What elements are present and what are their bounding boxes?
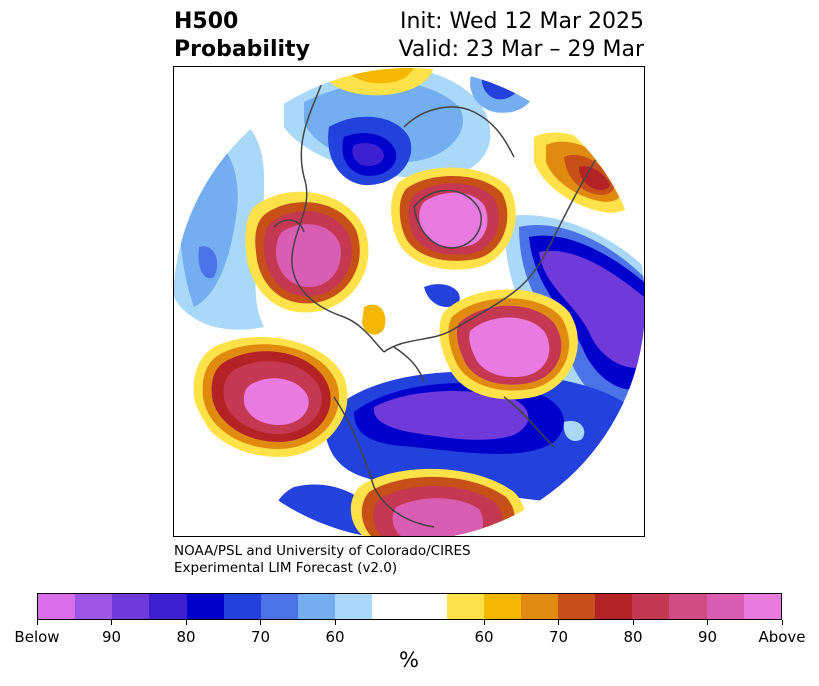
colorbar-tick-mark	[483, 620, 485, 625]
colorbar-tick-mark	[558, 620, 559, 625]
colorbar-tick-mark	[36, 620, 38, 625]
colorbar-segment	[743, 594, 781, 619]
colorbar-unit: %	[399, 648, 419, 672]
colorbar-segment	[75, 594, 113, 619]
probability-map	[174, 68, 644, 536]
colorbar-segment	[669, 594, 707, 619]
map-panel	[173, 66, 645, 537]
colorbar-tick-label: 90	[101, 628, 122, 646]
above-normal-regions	[193, 68, 638, 536]
colorbar-segment	[38, 594, 76, 619]
colorbar-segment	[112, 594, 150, 619]
colorbar-segment	[223, 594, 261, 619]
colorbar	[37, 593, 782, 620]
colorbar-segment	[557, 594, 596, 619]
colorbar-segment	[632, 594, 670, 619]
data-credit: NOAA/PSL and University of Colorado/CIRE…	[174, 543, 471, 577]
colorbar-tick-label: 80	[623, 628, 643, 646]
colorbar-tick-label: 60	[474, 628, 494, 646]
colorbar-segment	[706, 594, 744, 619]
colorbar-segment	[520, 594, 558, 619]
colorbar-tick-label: 80	[176, 628, 196, 646]
colorbar-segment	[595, 594, 633, 619]
colorbar-tick-mark	[260, 620, 261, 625]
map-title: H500 Probability	[174, 8, 310, 64]
title-variable: H500	[174, 9, 239, 34]
colorbar-segment	[372, 594, 447, 619]
credit-line-1: NOAA/PSL and University of Colorado/CIRE…	[174, 543, 471, 559]
colorbar-tick-mark	[334, 620, 336, 625]
colorbar-segment	[483, 594, 521, 619]
colorbar-segment	[186, 594, 224, 619]
title-product: Probability	[174, 37, 310, 62]
colorbar-tick-label: Above	[758, 628, 806, 646]
colorbar-segment	[297, 594, 336, 619]
colorbar-segment	[260, 594, 298, 619]
valid-range: Valid: 23 Mar – 29 Mar	[398, 37, 644, 62]
colorbar-tick-label: 70	[250, 628, 271, 646]
colorbar-tick-label: Below	[14, 628, 60, 646]
colorbar-tick-label: 90	[697, 628, 718, 646]
colorbar-segment	[335, 594, 373, 619]
colorbar-tick-mark	[632, 620, 634, 625]
colorbar-tick-mark	[781, 620, 783, 625]
credit-line-2: Experimental LIM Forecast (v2.0)	[174, 560, 398, 576]
forecast-dates: Init: Wed 12 Mar 2025 Valid: 23 Mar – 29…	[399, 8, 644, 64]
init-date: Init: Wed 12 Mar 2025	[399, 9, 644, 34]
colorbar-tick-mark	[111, 620, 112, 625]
colorbar-tick-label: 60	[325, 628, 345, 646]
colorbar-tick-label: 70	[548, 628, 569, 646]
colorbar-segment	[149, 594, 187, 619]
coastlines	[273, 68, 635, 528]
colorbar-tick-mark	[185, 620, 187, 625]
colorbar-segment	[446, 594, 484, 619]
colorbar-tick-mark	[707, 620, 708, 625]
